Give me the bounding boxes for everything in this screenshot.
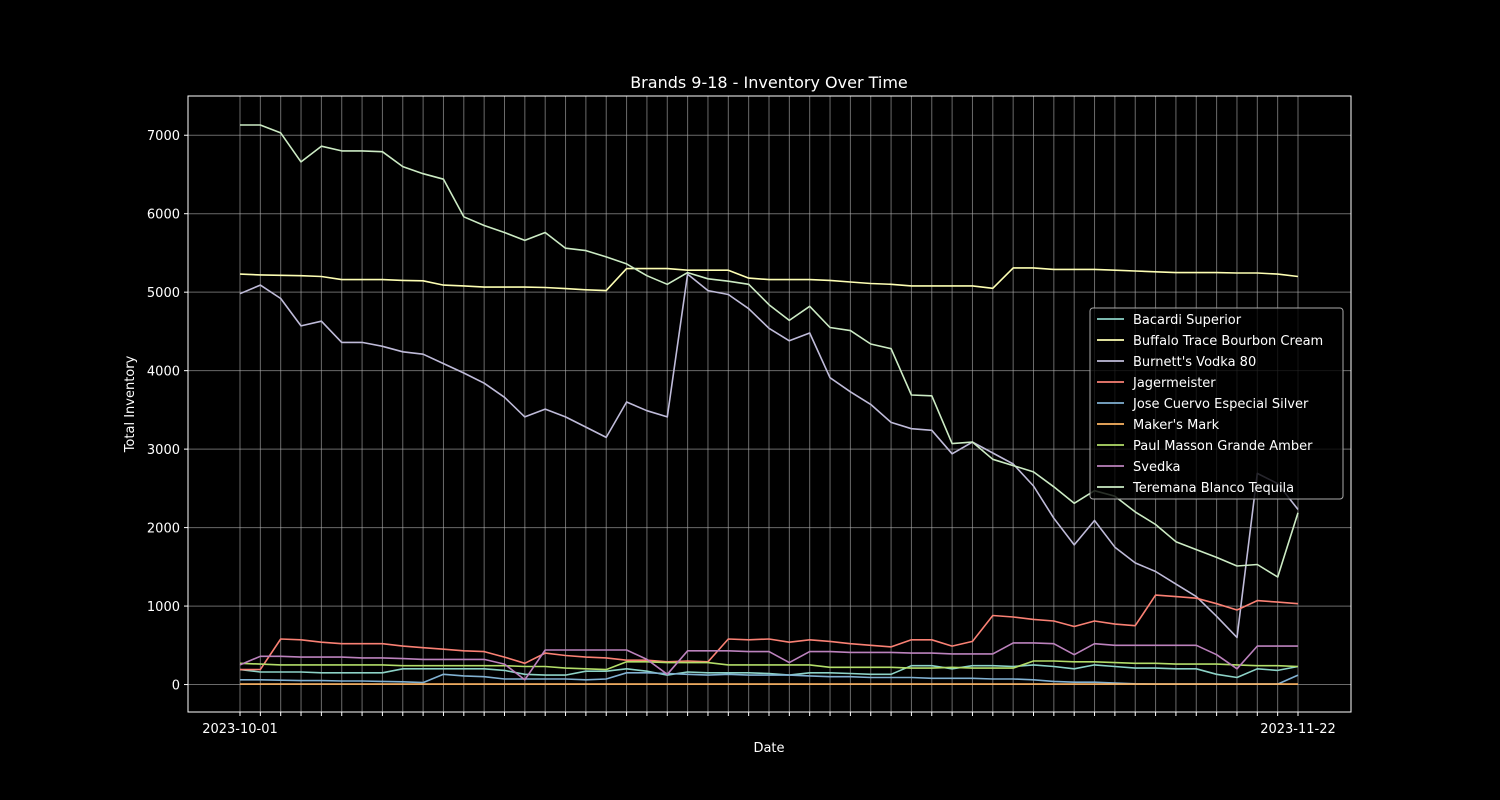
series-line-4 [240,671,1299,685]
legend-label: Jose Cuervo Especial Silver [1132,397,1309,412]
x-axis: 2023-10-01 2023-11-22 [202,712,1336,737]
legend-label: Teremana Blanco Tequila [1132,481,1294,496]
y-tick-label: 3000 [147,443,180,458]
series-line-1 [239,267,1299,292]
y-axis: 0 1000 2000 3000 4000 5000 6000 7000 [147,129,188,694]
y-tick-label: 4000 [147,365,180,380]
legend-label: Bacardi Superior [1133,313,1242,328]
legend-label: Maker's Mark [1133,418,1220,433]
series-layer [239,124,1299,685]
series-line-7 [239,642,1298,681]
y-tick-label: 7000 [147,129,180,144]
series-line-2 [239,273,1299,639]
chart-title: Brands 9-18 - Inventory Over Time [630,73,908,92]
legend-label: Paul Masson Grande Amber [1133,439,1313,454]
y-axis-label: Total Inventory [123,355,138,453]
legend-label: Burnett's Vodka 80 [1133,355,1256,370]
x-tick-label-last: 2023-11-22 [1260,722,1336,737]
series-line-3 [240,594,1299,671]
y-tick-label: 5000 [147,286,180,301]
series-line-0 [239,664,1299,679]
legend: Bacardi Superior Buffalo Trace Bourbon Cr… [1089,307,1344,500]
legend-box [1089,307,1344,500]
y-tick-label: 1000 [147,600,180,615]
x-tick-label-first: 2023-10-01 [202,722,278,737]
y-tick-label: 2000 [147,522,180,537]
series-line-8 [240,124,1299,578]
y-tick-label: 6000 [147,208,180,223]
legend-label: Svedka [1133,460,1180,475]
y-tick-label: 0 [172,679,180,694]
legend-label: Buffalo Trace Bourbon Cream [1133,334,1323,349]
grid-layer [188,96,1351,712]
legend-label: Jagermeister [1132,376,1216,391]
x-axis-label: Date [753,741,784,756]
series-line-6 [239,660,1299,671]
